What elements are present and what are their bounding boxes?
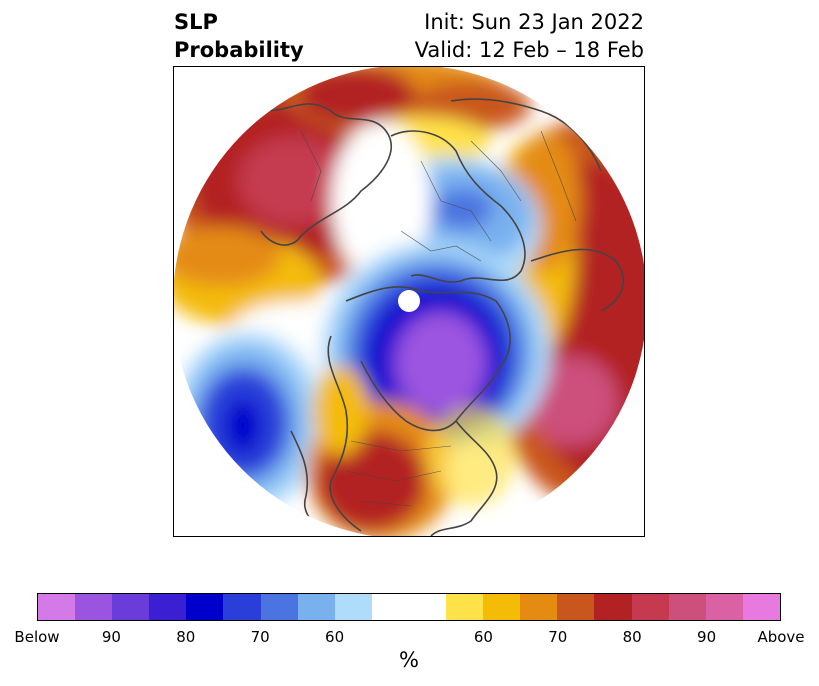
probability-field — [174, 67, 644, 536]
colorbar-segment — [705, 594, 743, 620]
country-borders — [300, 130, 577, 507]
colorbar-tick-label: 90 — [101, 628, 121, 646]
colorbar — [37, 593, 781, 621]
polar-map — [174, 67, 644, 536]
colorbar-tick-label: 60 — [473, 628, 493, 646]
title-line-1: SLP — [174, 10, 218, 34]
colorbar-tick-label: 60 — [325, 628, 345, 646]
colorbar-segment — [371, 594, 409, 620]
colorbar-segment — [38, 594, 76, 620]
colorbar-segment — [149, 594, 187, 620]
init-date: Init: Sun 23 Jan 2022 — [424, 10, 644, 34]
colorbar-segment — [297, 594, 335, 620]
title-line-2: Probability — [174, 38, 304, 62]
colorbar-segment — [483, 594, 521, 620]
colorbar-segment — [112, 594, 150, 620]
colorbar-tick-label: Above — [757, 628, 805, 646]
map-frame — [173, 66, 645, 537]
colorbar-tick-label: 90 — [697, 628, 717, 646]
valid-date-range: Valid: 12 Feb – 18 Feb — [414, 38, 644, 62]
colorbar-tick-label: Below — [14, 628, 60, 646]
colorbar-segment — [557, 594, 595, 620]
date-info: Init: Sun 23 Jan 2022 Valid: 12 Feb – 18… — [415, 8, 644, 64]
colorbar-segment — [742, 594, 780, 620]
colorbar-segment — [668, 594, 706, 620]
colorbar-tick-label: 70 — [548, 628, 568, 646]
colorbar-segment — [408, 594, 447, 620]
colorbar-tick-label: 70 — [250, 628, 270, 646]
colorbar-segment — [260, 594, 298, 620]
colorbar-segment — [446, 594, 484, 620]
colorbar-unit-label: % — [399, 648, 419, 672]
colorbar-segment — [186, 594, 224, 620]
colorbar-segment — [75, 594, 113, 620]
colorbar-tick-label: 80 — [622, 628, 642, 646]
map-title: SLP Probability — [174, 8, 304, 64]
colorbar-tick-label: 80 — [176, 628, 196, 646]
colorbar-segment — [520, 594, 558, 620]
colorbar-segment — [334, 594, 372, 620]
colorbar-segment — [594, 594, 632, 620]
colorbar-segment — [631, 594, 669, 620]
colorbar-segment — [223, 594, 261, 620]
